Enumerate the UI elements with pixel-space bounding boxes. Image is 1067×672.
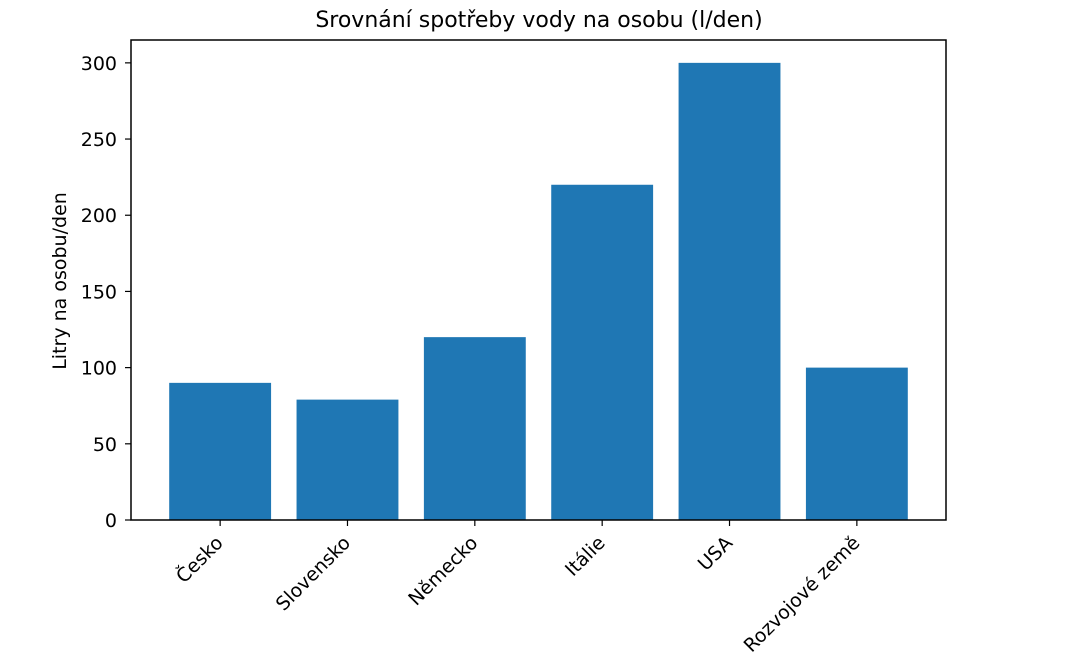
y-tick-label: 250 <box>81 129 117 151</box>
x-tick-label: Rozvojové země <box>740 532 865 657</box>
plot-frame <box>130 39 947 521</box>
bar-4 <box>678 62 781 520</box>
x-tick-label: Itálie <box>561 532 610 581</box>
y-axis-label: Litry na osobu/den <box>49 192 71 370</box>
chart-title: Srovnání spotřeby vody na osobu (l/den) <box>315 8 762 33</box>
y-tick-label: 200 <box>81 205 117 227</box>
x-tick-label: USA <box>694 532 737 575</box>
bar-0 <box>169 382 272 520</box>
x-axis-ticks: Česko Slovensko Německo Itálie USA Rozvojové … <box>171 520 865 657</box>
y-tick-label: 0 <box>105 510 117 532</box>
y-tick-label: 50 <box>93 434 117 456</box>
bars-group <box>169 62 908 520</box>
y-tick-label: 100 <box>81 358 117 380</box>
bar-5 <box>805 367 908 520</box>
y-tick-label: 300 <box>81 53 117 75</box>
x-tick-label: Německo <box>404 532 482 610</box>
x-tick-label: Slovensko <box>272 532 355 615</box>
x-tick-label: Česko <box>171 531 228 588</box>
bar-1 <box>296 399 399 520</box>
bar-2 <box>423 337 526 520</box>
bar-3 <box>551 184 654 520</box>
y-tick-label: 150 <box>81 281 117 303</box>
y-axis-ticks: 0 50 100 150 200 250 300 <box>81 53 131 532</box>
